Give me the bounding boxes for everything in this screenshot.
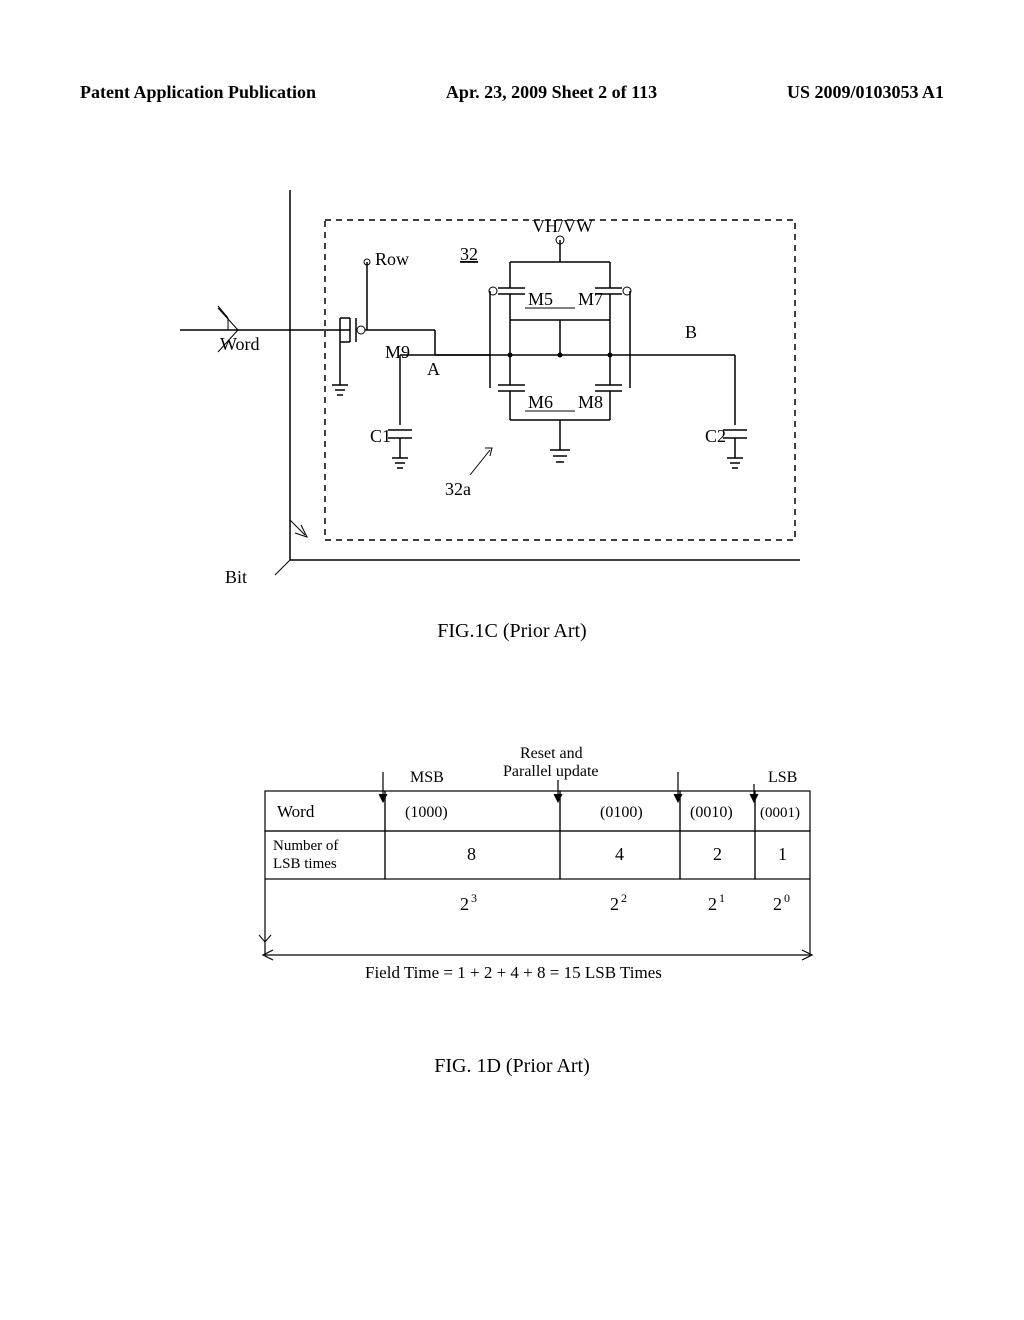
header-center: Apr. 23, 2009 Sheet 2 of 113 [446,82,657,103]
svg-text:0: 0 [784,891,790,905]
label-m5: M5 [528,289,553,309]
svg-text:Word: Word [277,802,315,821]
label-c1: C1 [370,426,391,446]
svg-text:MSB: MSB [410,769,444,786]
svg-text:(0001): (0001) [760,805,800,821]
svg-text:1: 1 [778,844,787,864]
svg-text:Field Time = 1 + 2 + 4 + 8 =: Field Time = 1 + 2 + 4 + 8 = 15 LSB Time… [365,963,662,982]
svg-text:8: 8 [467,844,476,864]
ref-32a: 32a [445,479,471,499]
circuit-svg: Word Bit Row 32 VH/VW M9 [180,190,820,590]
figure-1d: MSB LSB Reset and Parallel update Word (… [245,740,820,1020]
svg-text:2: 2 [773,894,782,914]
label-m6: M6 [528,392,553,412]
ref-32: 32 [460,244,478,264]
label-m7: M7 [578,289,603,309]
svg-text:LSB times: LSB times [273,856,337,872]
svg-text:4: 4 [615,844,624,864]
header-right: US 2009/0103053 A1 [787,82,944,103]
label-m8: M8 [578,392,603,412]
figure-1c: Word Bit Row 32 VH/VW M9 [180,190,820,590]
svg-text:(0010): (0010) [690,804,733,821]
svg-text:2: 2 [708,894,717,914]
header-left: Patent Application Publication [80,82,316,103]
label-b: B [685,322,697,342]
svg-text:2: 2 [713,844,722,864]
svg-text:Reset and: Reset and [520,745,583,762]
svg-text:3: 3 [471,891,477,905]
label-word: Word [220,334,260,354]
fig-1c-caption: FIG.1C (Prior Art) [0,620,1024,643]
svg-text:(1000): (1000) [405,804,448,821]
label-m9: M9 [385,342,410,362]
fig-1d-caption: FIG. 1D (Prior Art) [0,1055,1024,1078]
label-bit: Bit [225,567,247,587]
label-vhvw: VH/VW [532,216,593,236]
svg-text:(0100): (0100) [600,804,643,821]
svg-text:2: 2 [460,894,469,914]
label-c2: C2 [705,426,726,446]
svg-text:Parallel update: Parallel update [503,763,599,780]
svg-text:2: 2 [621,891,627,905]
label-row: Row [375,249,409,269]
svg-text:Number of: Number of [273,838,338,854]
svg-text:2: 2 [610,894,619,914]
label-a: A [427,359,440,379]
svg-text:LSB: LSB [768,769,797,786]
page-header: Patent Application Publication Apr. 23, … [80,82,944,103]
svg-text:1: 1 [719,891,725,905]
